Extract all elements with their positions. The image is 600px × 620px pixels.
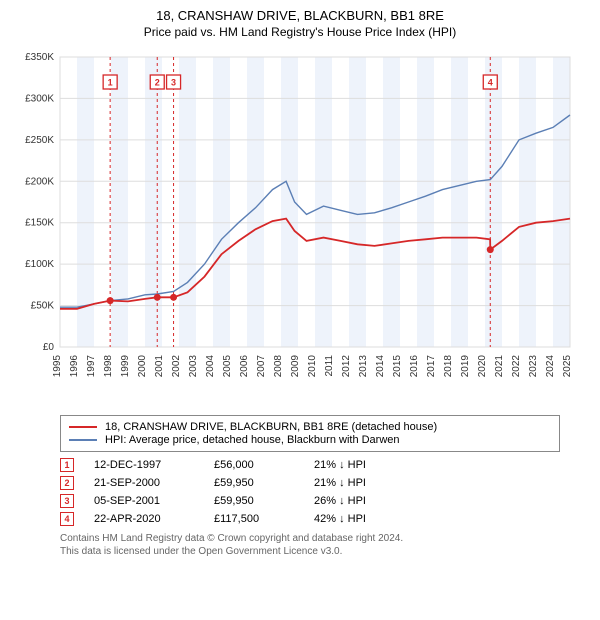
sale-date: 21-SEP-2000: [94, 477, 194, 489]
svg-text:2013: 2013: [358, 355, 369, 378]
svg-text:4: 4: [488, 78, 493, 88]
svg-text:2016: 2016: [409, 355, 420, 378]
svg-text:1995: 1995: [52, 355, 63, 378]
legend-swatch: [69, 426, 97, 428]
sale-marker-icon: 1: [60, 458, 74, 472]
svg-text:1999: 1999: [120, 355, 131, 378]
chart-subtitle: Price paid vs. HM Land Registry's House …: [10, 25, 590, 39]
svg-text:2011: 2011: [324, 355, 335, 377]
svg-text:2009: 2009: [290, 355, 301, 378]
svg-text:2000: 2000: [137, 355, 148, 378]
sale-marker-icon: 3: [60, 494, 74, 508]
sales-row: 3 05-SEP-2001 £59,950 26% ↓ HPI: [60, 494, 560, 508]
svg-text:2004: 2004: [205, 355, 216, 378]
line-chart-svg: £0 £50K £100K £150K £200K £250K £300K £350K 1 2 3 4…: [10, 47, 590, 407]
sale-price: £59,950: [214, 495, 294, 507]
svg-text:2025: 2025: [562, 355, 573, 378]
legend-swatch: [69, 439, 97, 441]
legend-label: 18, CRANSHAW DRIVE, BLACKBURN, BB1 8RE (…: [105, 421, 437, 433]
svg-text:2015: 2015: [392, 355, 403, 378]
svg-text:2012: 2012: [341, 355, 352, 378]
svg-text:3: 3: [171, 78, 176, 88]
sales-row: 2 21-SEP-2000 £59,950 21% ↓ HPI: [60, 476, 560, 490]
svg-text:2014: 2014: [375, 355, 386, 378]
svg-text:£100K: £100K: [25, 259, 54, 270]
sale-marker-icon: 4: [60, 512, 74, 526]
svg-text:2008: 2008: [273, 355, 284, 378]
svg-text:2: 2: [155, 78, 160, 88]
sale-price: £117,500: [214, 513, 294, 525]
svg-text:£150K: £150K: [25, 218, 54, 229]
sale-date: 12-DEC-1997: [94, 459, 194, 471]
sale-date: 05-SEP-2001: [94, 495, 194, 507]
legend-item: HPI: Average price, detached house, Blac…: [69, 434, 551, 446]
svg-text:1998: 1998: [103, 355, 114, 378]
svg-text:£250K: £250K: [25, 135, 54, 146]
svg-text:2018: 2018: [443, 355, 454, 378]
chart-plot: £0 £50K £100K £150K £200K £250K £300K £350K 1 2 3 4…: [10, 47, 590, 407]
chart-title: 18, CRANSHAW DRIVE, BLACKBURN, BB1 8RE: [10, 8, 590, 23]
svg-text:2002: 2002: [171, 355, 182, 378]
svg-text:1997: 1997: [86, 355, 97, 378]
sale-price: £59,950: [214, 477, 294, 489]
svg-text:£0: £0: [43, 342, 55, 353]
legend-label: HPI: Average price, detached house, Blac…: [105, 434, 400, 446]
svg-text:2001: 2001: [154, 355, 165, 378]
sale-delta: 21% ↓ HPI: [314, 477, 404, 489]
sales-row: 1 12-DEC-1997 £56,000 21% ↓ HPI: [60, 458, 560, 472]
sales-row: 4 22-APR-2020 £117,500 42% ↓ HPI: [60, 512, 560, 526]
sale-marker-icon: 2: [60, 476, 74, 490]
svg-text:£350K: £350K: [25, 52, 54, 63]
svg-text:£200K: £200K: [25, 176, 54, 187]
svg-text:2007: 2007: [256, 355, 267, 378]
sale-date: 22-APR-2020: [94, 513, 194, 525]
sales-table: 1 12-DEC-1997 £56,000 21% ↓ HPI 2 21-SEP-2000…: [60, 458, 560, 526]
svg-text:2003: 2003: [188, 355, 199, 378]
svg-text:2024: 2024: [545, 355, 556, 378]
footer-line: Contains HM Land Registry data © Crown c…: [60, 532, 560, 545]
sale-delta: 42% ↓ HPI: [314, 513, 404, 525]
svg-text:2017: 2017: [426, 355, 437, 378]
svg-text:1: 1: [108, 78, 113, 88]
svg-text:2019: 2019: [460, 355, 471, 378]
svg-text:2022: 2022: [511, 355, 522, 378]
svg-text:1996: 1996: [69, 355, 80, 378]
legend: 18, CRANSHAW DRIVE, BLACKBURN, BB1 8RE (…: [60, 415, 560, 452]
footer-line: This data is licensed under the Open Gov…: [60, 545, 560, 558]
svg-text:2005: 2005: [222, 355, 233, 378]
svg-text:2023: 2023: [528, 355, 539, 378]
sale-delta: 26% ↓ HPI: [314, 495, 404, 507]
svg-text:£300K: £300K: [25, 93, 54, 104]
chart-container: 18, CRANSHAW DRIVE, BLACKBURN, BB1 8RE P…: [0, 0, 600, 566]
svg-text:2021: 2021: [494, 355, 505, 378]
svg-text:2020: 2020: [477, 355, 488, 378]
legend-item: 18, CRANSHAW DRIVE, BLACKBURN, BB1 8RE (…: [69, 421, 551, 433]
svg-text:2006: 2006: [239, 355, 250, 378]
sale-delta: 21% ↓ HPI: [314, 459, 404, 471]
svg-text:£50K: £50K: [31, 301, 55, 312]
svg-text:2010: 2010: [307, 355, 318, 378]
footer-attribution: Contains HM Land Registry data © Crown c…: [60, 532, 560, 558]
sale-price: £56,000: [214, 459, 294, 471]
